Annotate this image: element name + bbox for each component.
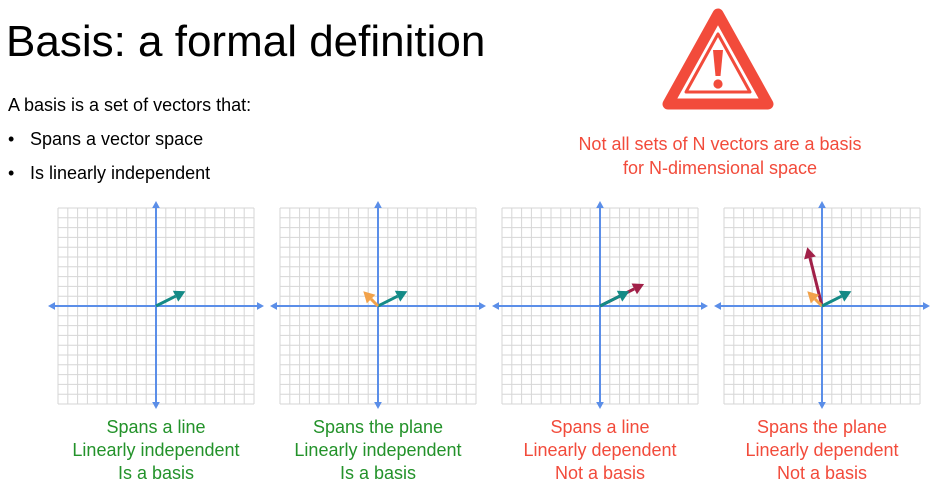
orange-vector-arrow [363, 291, 380, 308]
x-axis-right [156, 302, 264, 310]
coordinate-grid [714, 201, 930, 409]
caption-line: Not a basis [776, 463, 868, 483]
y-axis-down [374, 306, 382, 409]
caption-line: Is a basis [117, 463, 195, 483]
bullet-list: • Spans a vector space • Is linearly indep… [8, 128, 210, 196]
coordinate-grid [270, 201, 486, 409]
caption-4: Spans the plane Linearly dependent Not a… [712, 416, 932, 485]
caption-line: Is a basis [339, 463, 417, 483]
x-axis-left [714, 302, 822, 310]
x-axis-right [600, 302, 708, 310]
caption-line: Spans a line [106, 417, 206, 437]
y-axis-up [596, 201, 604, 306]
y-axis-down [596, 306, 604, 409]
intro-text: A basis is a set of vectors that: [8, 95, 252, 115]
teal-vector-arrow [599, 290, 630, 308]
slide-title: Basis: a formal definition [6, 17, 486, 66]
teal-vector-arrow [155, 290, 186, 308]
bullet-dot: • [8, 163, 15, 183]
x-axis-left [270, 302, 378, 310]
y-axis-down [818, 306, 826, 409]
warning-message: Not all sets of N vectors are a basis fo… [540, 132, 900, 180]
vector-panel-2 [268, 200, 488, 410]
x-axis-right [822, 302, 930, 310]
warning-line: Not all sets of N vectors are a basis [578, 134, 862, 154]
maroon-vector-arrow [804, 247, 824, 307]
caption-3: Spans a line Linearly dependent Not a ba… [490, 416, 710, 485]
y-axis-up [152, 201, 160, 306]
caption-2: Spans the plane Linearly independent Is … [268, 416, 488, 485]
teal-vector-arrow [377, 290, 408, 308]
bullet-item: • Is linearly independent [8, 162, 210, 184]
vector-panel-4 [712, 200, 932, 410]
caption-line: Linearly independent [294, 440, 462, 460]
caption-line: Linearly dependent [745, 440, 899, 460]
caption-line: Spans the plane [756, 417, 888, 437]
caption-1: Spans a line Linearly independent Is a b… [46, 416, 266, 485]
bullet-text: Spans a vector space [30, 129, 204, 149]
vector-panel-3 [490, 200, 710, 410]
bullet-item: • Spans a vector space [8, 128, 210, 150]
x-axis-left [492, 302, 600, 310]
orange-vector-arrow [807, 291, 824, 308]
bullet-dot: • [8, 129, 15, 149]
x-axis-left [48, 302, 156, 310]
caption-line: Spans a line [550, 417, 650, 437]
caption-line: Linearly independent [72, 440, 240, 460]
x-axis-right [378, 302, 486, 310]
teal-vector-arrow [821, 290, 852, 308]
coordinate-grid [48, 201, 264, 409]
y-axis-up [818, 201, 826, 306]
y-axis-up [374, 201, 382, 306]
bullet-text: Is linearly independent [30, 163, 211, 183]
caption-line: Spans the plane [312, 417, 444, 437]
caption-line: Linearly dependent [523, 440, 677, 460]
caption-line: Not a basis [554, 463, 646, 483]
y-axis-down [152, 306, 160, 409]
coordinate-grid [492, 201, 708, 409]
warning-triangle-icon [662, 8, 774, 110]
warning-line: for N-dimensional space [622, 158, 818, 178]
vector-panel-1 [46, 200, 266, 410]
